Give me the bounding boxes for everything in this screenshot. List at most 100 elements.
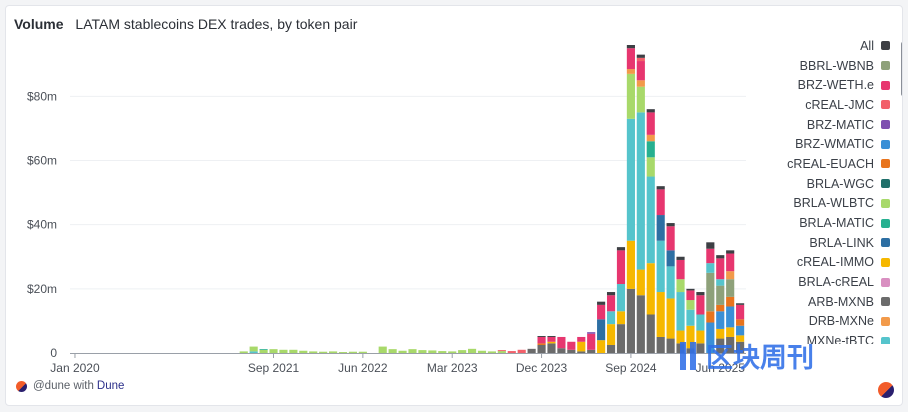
legend-swatch-icon bbox=[881, 61, 890, 71]
bar-segment bbox=[626, 240, 635, 289]
legend-item[interactable]: BBRL-WBNB bbox=[746, 56, 894, 76]
metric-label: Volume bbox=[14, 16, 64, 32]
bar-segment bbox=[696, 295, 705, 315]
legend-item-label: cREAL-IMMO bbox=[796, 255, 874, 270]
bar-segment bbox=[587, 349, 596, 353]
legend-item[interactable]: cREAL-JMC bbox=[746, 95, 894, 115]
bar-segment bbox=[736, 325, 745, 336]
legend-item-label: ARB-MXNB bbox=[808, 294, 874, 309]
bar-segment bbox=[636, 269, 645, 296]
bar-segment bbox=[448, 351, 457, 353]
dune-logo-icon bbox=[16, 380, 27, 392]
x-tick-label: Dec 2023 bbox=[516, 361, 568, 375]
dune-corner-logo-icon[interactable] bbox=[878, 382, 894, 398]
bar-segment bbox=[577, 336, 586, 342]
bar-segment bbox=[676, 292, 685, 331]
legend-swatch-icon bbox=[881, 159, 890, 169]
legend-item-label: BRZ-MATIC bbox=[806, 117, 874, 132]
bar-segment bbox=[666, 223, 675, 227]
bar-segment bbox=[716, 338, 725, 353]
bar-segment bbox=[676, 330, 685, 344]
bar-segment bbox=[646, 109, 655, 113]
legend-item[interactable]: BRLA-WLBTC bbox=[746, 194, 894, 214]
bar-segment bbox=[517, 349, 526, 353]
legend-swatch-icon bbox=[881, 139, 890, 149]
dune-link[interactable]: Dune bbox=[96, 380, 125, 392]
y-tick-label: 0 bbox=[50, 346, 57, 360]
bar-segment bbox=[299, 350, 308, 353]
bar-segment bbox=[408, 349, 417, 353]
bar-segment bbox=[686, 300, 695, 310]
legend-swatch-icon bbox=[881, 120, 890, 130]
bar-segment bbox=[547, 343, 556, 354]
bar-segment bbox=[279, 349, 288, 353]
bar-segment bbox=[597, 301, 606, 305]
legend-item[interactable]: BRLA-cREAL bbox=[746, 272, 894, 292]
bar-segment bbox=[557, 348, 566, 353]
legend-item[interactable]: MXNe-tBTC bbox=[746, 331, 894, 344]
bar-segment bbox=[626, 73, 635, 119]
bar-segment bbox=[666, 338, 675, 353]
bar-segment bbox=[666, 250, 675, 267]
legend-item[interactable]: BRZ-WMATIC bbox=[746, 134, 894, 154]
bar-segment bbox=[656, 240, 665, 293]
y-tick-label: $60m bbox=[27, 154, 57, 168]
bar-segment bbox=[616, 250, 626, 285]
bar-segment bbox=[726, 327, 735, 337]
legend-item-label: MXNe-tBTC bbox=[806, 334, 874, 344]
bar-segment bbox=[716, 304, 725, 312]
legend-item-label: BRLA-cREAL bbox=[798, 275, 874, 290]
bar-segment bbox=[646, 141, 655, 158]
bar-segment bbox=[616, 247, 626, 251]
watermark-logo-icon bbox=[678, 340, 700, 372]
bar-segment bbox=[398, 350, 407, 353]
bar-segment bbox=[438, 351, 447, 353]
legend-swatch-icon bbox=[881, 297, 890, 307]
legend-swatch-icon bbox=[881, 41, 890, 51]
y-tick-label: $40m bbox=[27, 218, 57, 232]
bar-segment bbox=[636, 112, 645, 270]
bar-segment bbox=[626, 45, 635, 49]
legend-item-label: BBRL-WBNB bbox=[799, 58, 874, 73]
bar-segment bbox=[616, 311, 626, 325]
legend-item[interactable]: BRZ-MATIC bbox=[746, 115, 894, 135]
legend-item[interactable]: BRLA-WGC bbox=[746, 174, 894, 194]
legend-item[interactable]: BRLA-MATIC bbox=[746, 213, 894, 233]
legend-item[interactable]: All bbox=[746, 36, 894, 56]
footer: @dune with Dune bbox=[16, 380, 124, 392]
bar-segment bbox=[259, 349, 268, 353]
bar-segment bbox=[686, 309, 695, 326]
bar-segment bbox=[686, 325, 695, 349]
bar-segment bbox=[597, 304, 606, 320]
legend-scrollbar[interactable] bbox=[901, 42, 902, 96]
bar-segment bbox=[606, 344, 616, 353]
bar-segment bbox=[716, 311, 725, 329]
legend-item-label: DRB-MXNe bbox=[808, 314, 874, 329]
legend-item[interactable]: ARB-MXNB bbox=[746, 292, 894, 312]
legend-item[interactable]: BRLA-LINK bbox=[746, 233, 894, 253]
bar-segment bbox=[706, 263, 715, 273]
footer-credit: @dune with bbox=[33, 380, 94, 392]
bar-segment bbox=[696, 292, 705, 296]
bar-segment bbox=[249, 346, 258, 352]
legend-item[interactable]: cREAL-IMMO bbox=[746, 253, 894, 273]
legend-item-label: BRZ-WMATIC bbox=[795, 137, 874, 152]
bar-segment bbox=[418, 350, 427, 353]
bar-segment bbox=[636, 54, 645, 58]
legend-item[interactable]: cREAL-EUACH bbox=[746, 154, 894, 174]
bar-segment bbox=[497, 351, 506, 353]
legend-item-label: BRZ-WETH.e bbox=[797, 78, 874, 93]
legend-item[interactable]: BRZ-WETH.e bbox=[746, 75, 894, 95]
legend: All BBRL-WBNB BRZ-WETH.e cREAL-JMC BRZ-MATIC… bbox=[746, 36, 894, 344]
watermark-text: 区块周刊 bbox=[706, 343, 814, 373]
bar-segment bbox=[706, 248, 715, 264]
bar-segment bbox=[736, 341, 745, 353]
bar-segment bbox=[537, 344, 546, 353]
legend-item[interactable]: DRB-MXNe bbox=[746, 312, 894, 332]
bar-segment bbox=[487, 351, 496, 353]
bar-segment bbox=[646, 134, 655, 142]
bar-segment bbox=[537, 343, 546, 345]
bar-segment bbox=[547, 336, 556, 342]
bar-segment bbox=[606, 292, 616, 296]
bar-segment bbox=[726, 250, 735, 254]
